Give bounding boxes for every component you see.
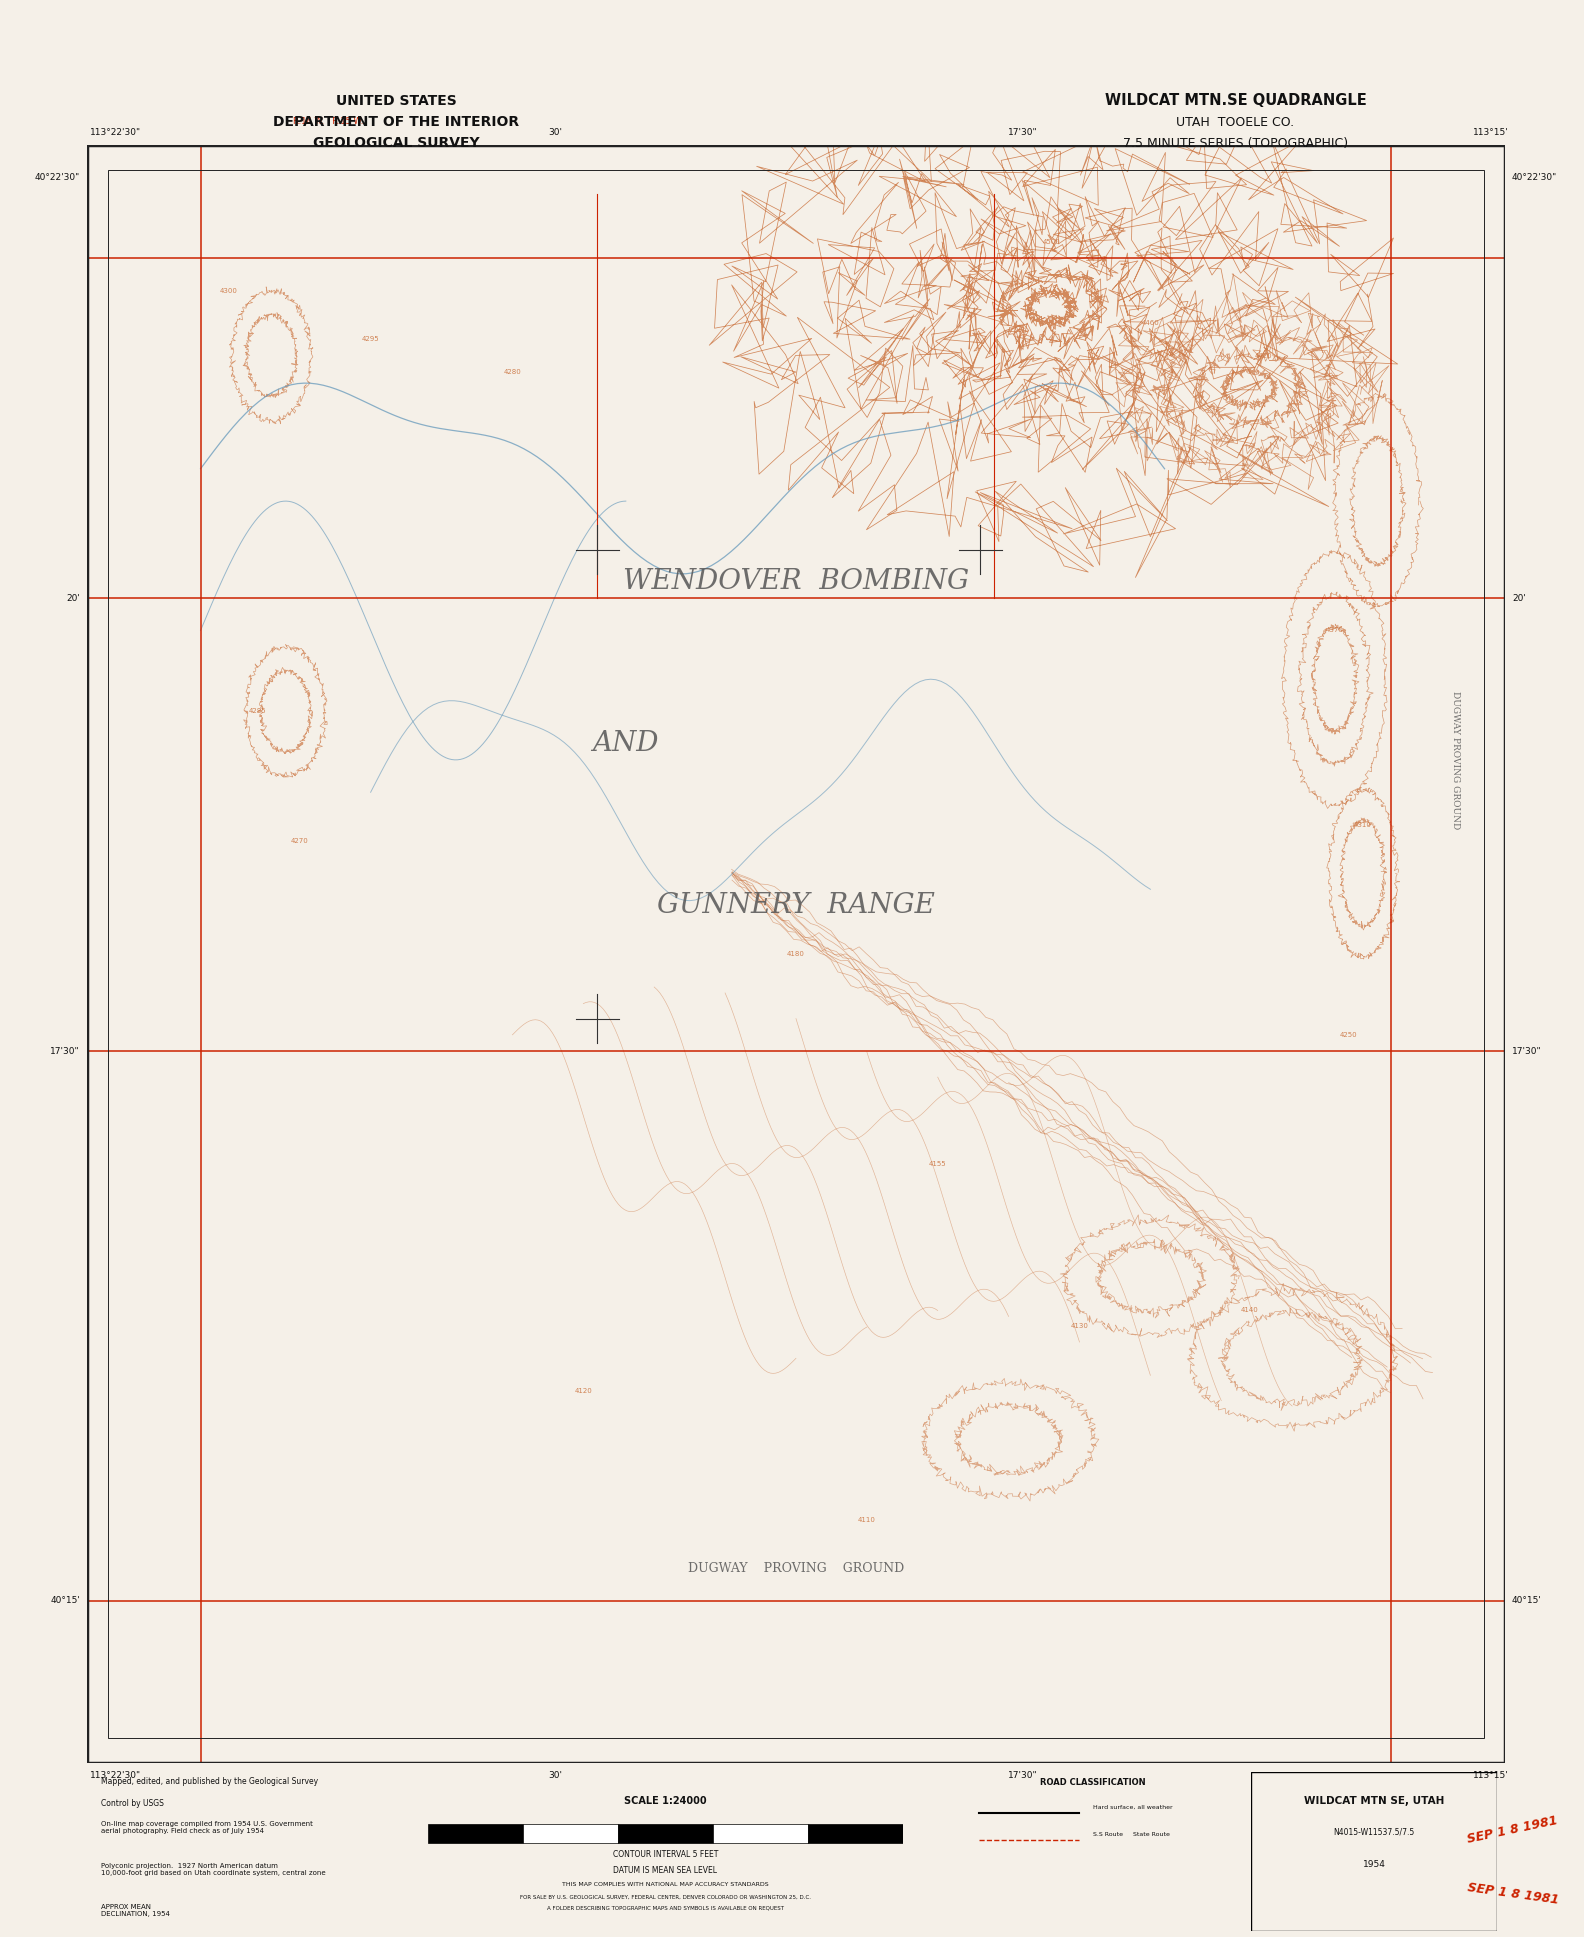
Text: 20': 20' <box>67 593 81 602</box>
Text: DEPARTMENT OF THE INTERIOR: DEPARTMENT OF THE INTERIOR <box>272 114 520 130</box>
Text: 4285: 4285 <box>249 709 266 715</box>
Text: 30': 30' <box>548 128 562 138</box>
Text: ROAD CLASSIFICATION: ROAD CLASSIFICATION <box>1041 1778 1145 1786</box>
Text: GEOLOGICAL SURVEY: GEOLOGICAL SURVEY <box>312 136 480 151</box>
Text: 4120: 4120 <box>575 1387 592 1393</box>
Text: CONTOUR INTERVAL 5 FEET: CONTOUR INTERVAL 5 FEET <box>613 1850 718 1860</box>
Text: APPROX MEAN
DECLINATION, 1954: APPROX MEAN DECLINATION, 1954 <box>101 1904 169 1918</box>
Text: DUGWAY    PROVING    GROUND: DUGWAY PROVING GROUND <box>687 1561 904 1575</box>
Bar <box>713 1825 808 1842</box>
Text: 113°22'30": 113°22'30" <box>90 128 141 138</box>
Text: 4370: 4370 <box>1326 628 1343 633</box>
Text: WILDCAT MTN.SE QUADRANGLE: WILDCAT MTN.SE QUADRANGLE <box>1104 93 1367 108</box>
Text: 40°22'30": 40°22'30" <box>1511 172 1557 182</box>
Bar <box>618 1825 713 1842</box>
Text: WENDOVER  BOMBING: WENDOVER BOMBING <box>623 568 969 595</box>
Text: SCALE 1:24000: SCALE 1:24000 <box>624 1796 706 1807</box>
Text: 40°22'30": 40°22'30" <box>35 172 81 182</box>
Text: SEP 1 8 1981: SEP 1 8 1981 <box>1467 1815 1559 1846</box>
Text: R.14 W.   R.15 W.: R.14 W. R.15 W. <box>293 116 363 126</box>
Text: 4280: 4280 <box>504 368 521 374</box>
Text: DATUM IS MEAN SEA LEVEL: DATUM IS MEAN SEA LEVEL <box>613 1865 718 1875</box>
Text: 4180: 4180 <box>787 951 805 957</box>
Text: GUNNERY  RANGE: GUNNERY RANGE <box>657 891 935 918</box>
Text: 17'30": 17'30" <box>51 1046 81 1056</box>
Text: 17'30": 17'30" <box>1007 128 1038 138</box>
Text: Polyconic projection.  1927 North American datum
10,000-foot grid based on Utah : Polyconic projection. 1927 North America… <box>101 1863 326 1877</box>
Text: N4015-W11537.5/7.5: N4015-W11537.5/7.5 <box>1334 1829 1415 1836</box>
Text: On-line map coverage compiled from 1954 U.S. Government
aerial photography. Fiel: On-line map coverage compiled from 1954 … <box>101 1821 314 1834</box>
Text: SEP 1 8 1981: SEP 1 8 1981 <box>1467 1881 1559 1908</box>
Bar <box>523 1825 618 1842</box>
Bar <box>108 170 1484 1737</box>
Text: Control by USGS: Control by USGS <box>101 1799 165 1807</box>
Text: THIS MAP COMPLIES WITH NATIONAL MAP ACCURACY STANDARDS: THIS MAP COMPLIES WITH NATIONAL MAP ACCU… <box>562 1883 768 1887</box>
Text: 4140: 4140 <box>1240 1307 1259 1313</box>
Text: DUGWAY PROVING GROUND: DUGWAY PROVING GROUND <box>1451 692 1460 829</box>
Text: 113°22'30": 113°22'30" <box>90 1770 141 1780</box>
Text: 20': 20' <box>1511 593 1525 602</box>
Text: 4110: 4110 <box>859 1517 876 1522</box>
Text: 4300: 4300 <box>220 289 238 294</box>
Text: AND: AND <box>592 730 659 757</box>
Text: S.S Route     State Route: S.S Route State Route <box>1093 1832 1171 1836</box>
Bar <box>1251 1772 1497 1931</box>
Text: 40°15': 40°15' <box>51 1596 81 1606</box>
Text: Hard surface, all weather: Hard surface, all weather <box>1093 1805 1172 1809</box>
Text: 40°15': 40°15' <box>1511 1596 1541 1606</box>
Text: 4270: 4270 <box>291 839 309 845</box>
Text: 113°15': 113°15' <box>1473 128 1508 138</box>
Text: 4310: 4310 <box>1354 821 1372 827</box>
Text: 4250: 4250 <box>1340 1032 1357 1038</box>
Text: 7.5 MINUTE SERIES (TOPOGRAPHIC): 7.5 MINUTE SERIES (TOPOGRAPHIC) <box>1123 138 1348 149</box>
Bar <box>428 1825 523 1842</box>
Bar <box>808 1825 903 1842</box>
Text: 4295: 4295 <box>361 337 380 343</box>
Bar <box>87 145 1505 1763</box>
Text: 4155: 4155 <box>928 1162 947 1168</box>
Text: UNITED STATES: UNITED STATES <box>336 93 456 108</box>
Text: 30': 30' <box>548 1770 562 1780</box>
Text: 4420: 4420 <box>1255 353 1272 358</box>
Text: UTAH  TOOELE CO.: UTAH TOOELE CO. <box>1177 116 1294 128</box>
Text: Mapped, edited, and published by the Geological Survey: Mapped, edited, and published by the Geo… <box>101 1776 318 1786</box>
Text: 4500: 4500 <box>1042 240 1060 246</box>
Text: FOR SALE BY U.S. GEOLOGICAL SURVEY, FEDERAL CENTER, DENVER COLORADO OR WASHINGTO: FOR SALE BY U.S. GEOLOGICAL SURVEY, FEDE… <box>520 1894 811 1900</box>
Text: WILDCAT MTN SE, UTAH: WILDCAT MTN SE, UTAH <box>1304 1796 1445 1805</box>
Text: 4130: 4130 <box>1071 1323 1088 1329</box>
Text: 4460: 4460 <box>1142 320 1159 325</box>
Text: A FOLDER DESCRIBING TOPOGRAPHIC MAPS AND SYMBOLS IS AVAILABLE ON REQUEST: A FOLDER DESCRIBING TOPOGRAPHIC MAPS AND… <box>546 1906 784 1910</box>
Text: 17'30": 17'30" <box>1511 1046 1541 1056</box>
Text: 113°15': 113°15' <box>1473 1770 1508 1780</box>
Text: 17'30": 17'30" <box>1007 1770 1038 1780</box>
Text: 1954: 1954 <box>1362 1860 1386 1869</box>
